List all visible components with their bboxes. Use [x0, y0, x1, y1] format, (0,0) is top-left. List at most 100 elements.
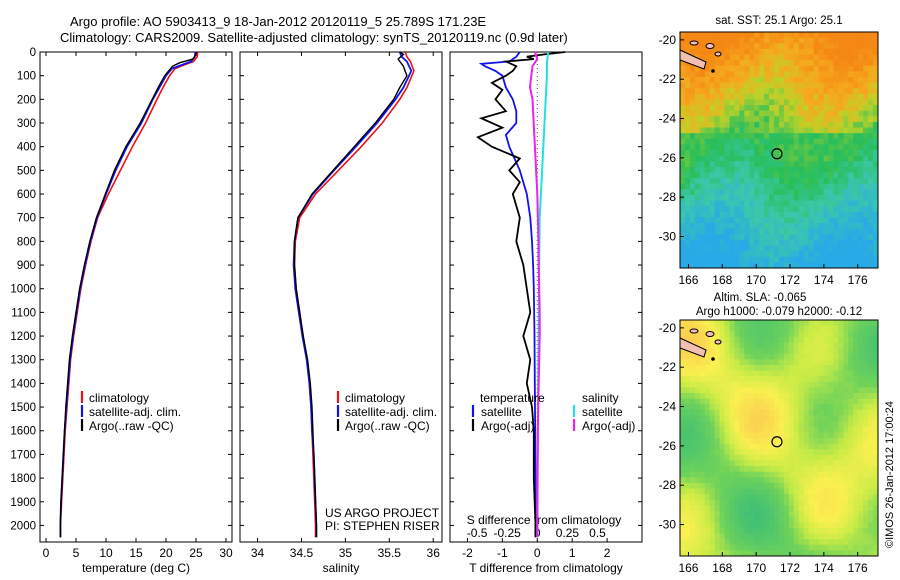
map-frame: [679, 31, 879, 269]
land-island: [689, 328, 699, 334]
y-tick-label: 900: [17, 260, 36, 272]
map-x-tick-label: 166: [678, 273, 698, 287]
map-frame: [679, 319, 879, 557]
legend-label: Argo(..raw -QC): [345, 419, 430, 433]
y-tick-label: 0: [30, 47, 36, 59]
x-tick-label: 20: [159, 546, 173, 560]
y-tick-label: 400: [17, 142, 36, 154]
legend-label: climatology: [345, 391, 405, 405]
map-y-tick-label: -30: [659, 518, 677, 532]
figure-title-line1: Argo profile: AO 5903413_9 18-Jan-2012 2…: [70, 14, 487, 29]
float-track-dot: [711, 357, 715, 361]
land-island: [689, 40, 699, 46]
float-track-dot: [711, 69, 715, 73]
legend-label: Argo(-adj): [481, 419, 534, 433]
map-y-tick-label: -24: [659, 400, 677, 414]
s-tick-label: 0.25: [556, 526, 580, 540]
y-tick-label: 1000: [10, 284, 36, 296]
map-y-tick-label: -26: [659, 439, 677, 453]
argo-position-marker: [771, 148, 783, 160]
x-tick-label: 36: [427, 546, 441, 560]
y-tick-label: 100: [17, 71, 36, 83]
map-x-tick-label: 170: [746, 561, 766, 575]
map-y-tick-label: -26: [659, 151, 677, 165]
legend-label: satellite: [582, 405, 623, 419]
legend-label: satellite-adj. clim.: [89, 405, 181, 419]
y-tick-label: 2000: [10, 520, 36, 532]
map-y-tick-label: -28: [659, 190, 677, 204]
y-tick-label: 1100: [11, 307, 36, 319]
x-tick-label: 10: [99, 546, 113, 560]
x-tick-label: -1: [497, 546, 508, 560]
plot-frame: [39, 51, 233, 543]
map-y-tick-label: -20: [659, 321, 677, 335]
plot-frame: [449, 51, 643, 543]
sla-map-title-line1: Altim. SLA: -0.065: [714, 292, 807, 304]
diff-series-2: [475, 51, 566, 538]
y-tick-label: 500: [17, 165, 36, 177]
legend-label: satellite: [481, 405, 522, 419]
difference-panel: -2 -1 0 1 2-0.5 -0.25 0 0.25 0.5T difference fro…: [449, 51, 643, 575]
x-axis-label: salinity: [323, 561, 360, 575]
salinity-panel: 34 34.5 35 35.5 36 salinity climatologysatelli…: [239, 51, 443, 575]
legend-label: satellite-adj. clim.: [345, 405, 437, 419]
legend-title-temperature: temperature: [480, 391, 545, 405]
x-tick-label: 34.5: [290, 546, 314, 560]
temperature-panel: 0 5 10 15 20 25 300100200300400500600700800900…: [10, 47, 233, 575]
x-tick-label: 0: [43, 546, 50, 560]
map-x-tick-label: 172: [780, 273, 800, 287]
land-island: [714, 51, 722, 57]
map-y-tick-label: -30: [659, 230, 677, 244]
map-x-tick-label: 168: [712, 561, 732, 575]
x-tick-label: 35.5: [378, 546, 402, 560]
series-line-3: [59, 51, 198, 538]
x-axis-label: temperature (deg C): [82, 561, 190, 575]
argo-position-marker: [771, 436, 783, 448]
x-tick-label: 0: [534, 546, 541, 560]
sla-map-panel: 166 168 170 172 174 176 -20 -22 -24 -26 -28 -30 Alti…: [659, 292, 879, 575]
map-y-tick-label: -22: [659, 72, 677, 86]
diff-series-1: [478, 51, 537, 538]
legend-label: climatology: [89, 391, 149, 405]
map-x-tick-label: 166: [678, 561, 698, 575]
map-x-tick-label: 174: [814, 273, 834, 287]
diff-series-4: [528, 51, 541, 538]
map-y-tick-label: -20: [659, 33, 677, 47]
legend-label: Argo(-adj): [582, 419, 635, 433]
legend-label: Argo(..raw -QC): [89, 419, 174, 433]
map-x-tick-label: 168: [712, 273, 732, 287]
figure-title-line2: Climatology: CARS2009. Satellite-adjuste…: [60, 30, 568, 45]
s-tick-label: -0.25: [493, 526, 521, 540]
y-tick-label: 1600: [10, 426, 36, 438]
x-axis-label: T difference from climatology: [469, 561, 623, 575]
map-x-tick-label: 170: [746, 273, 766, 287]
x-tick-label: 30: [219, 546, 233, 560]
map-x-tick-label: 172: [780, 561, 800, 575]
map-raster: [680, 320, 879, 557]
y-tick-label: 1200: [10, 331, 36, 343]
x-tick-label: 34: [251, 546, 265, 560]
x-tick-label: 35: [339, 546, 353, 560]
sst-map-panel: 166 168 170 172 174 176 -20 -22 -24 -26 -28 -30 sat.…: [659, 15, 879, 287]
sst-map-title: sat. SST: 25.1 Argo: 25.1: [715, 15, 842, 27]
project-line1: US ARGO PROJECT: [325, 506, 440, 520]
legend-title-salinity: salinity: [582, 391, 619, 405]
y-tick-label: 1800: [10, 473, 36, 485]
y-tick-label: 1500: [10, 402, 36, 414]
y-tick-label: 800: [17, 236, 36, 248]
land-island: [705, 43, 715, 49]
map-x-tick-label: 174: [814, 561, 834, 575]
map-x-tick-label: 176: [848, 273, 868, 287]
y-tick-label: 200: [17, 94, 36, 106]
x-tick-label: 5: [73, 546, 80, 560]
y-tick-label: 700: [17, 213, 36, 225]
y-tick-label: 1700: [10, 449, 36, 461]
x-tick-label: -2: [462, 546, 473, 560]
land-island: [705, 331, 715, 337]
y-tick-label: 1900: [10, 497, 36, 509]
y-tick-label: 1400: [10, 378, 36, 390]
project-line2: PI: STEPHEN RISER: [325, 519, 440, 533]
map-y-tick-label: -28: [659, 478, 677, 492]
x-tick-label: 25: [189, 546, 203, 560]
